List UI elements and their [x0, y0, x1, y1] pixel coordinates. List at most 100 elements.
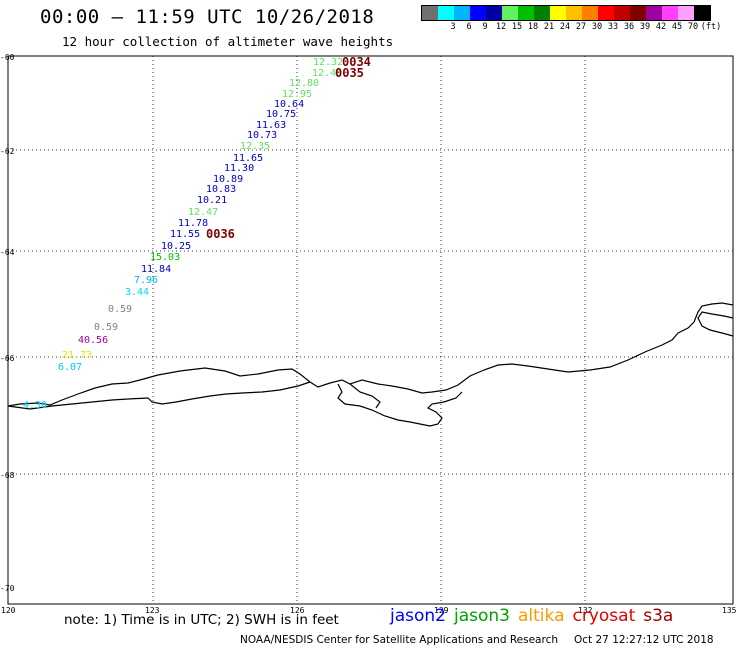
wave-height-value: 12.32: [313, 57, 343, 68]
wave-height-legend: 3 6 9 12 15 18 21 24 27 30 33 36 39 42 45 70 (ft): [421, 5, 721, 33]
wave-height-value: 10.83: [206, 184, 236, 195]
longitude-label: 126: [290, 606, 305, 615]
legend-tick-label: 30: [591, 22, 603, 32]
legend-swatch: [582, 6, 598, 20]
wave-height-value: 12.47: [188, 207, 218, 218]
satellite-name-jason2: jason2: [390, 606, 446, 626]
wave-height-value: 0.59: [108, 304, 132, 315]
latitude-label: -62: [0, 147, 15, 156]
wave-height-value: 10.73: [247, 130, 277, 141]
wave-height-value: 12.95: [282, 89, 312, 100]
legend-tick-label: 42: [655, 22, 667, 32]
legend-swatch: [678, 6, 694, 20]
legend-tick-label: 3: [450, 22, 456, 32]
credit-line: NOAA/NESDIS Center for Satellite Applica…: [240, 634, 714, 646]
satellite-name-cryosat: cryosat: [572, 606, 636, 626]
legend-tick-label: 36: [623, 22, 635, 32]
wave-height-value: 10.25: [161, 241, 191, 252]
longitude-label: 123: [145, 606, 160, 615]
longitude-label: 132: [578, 606, 593, 615]
legend-swatch: [502, 6, 518, 20]
legend-tick-label: 27: [575, 22, 587, 32]
pass-time-label: 0034: [342, 55, 371, 69]
wave-height-value: 11.78: [178, 218, 208, 229]
longitude-label: 120: [1, 606, 16, 615]
legend-swatch: [534, 6, 550, 20]
legend-swatch: [486, 6, 502, 20]
wave-height-value: 15.03: [150, 252, 180, 263]
wave-height-value: 12.35: [240, 141, 270, 152]
legend-tick-label: 18: [527, 22, 539, 32]
legend-swatch: [646, 6, 662, 20]
legend-tick-label: 9: [482, 22, 488, 32]
pass-time-label: 0035: [335, 66, 364, 80]
satellite-name-s3a: s3a: [643, 606, 674, 626]
antarctic-coastline: [7, 302, 734, 427]
wave-height-value: 10.64: [274, 99, 304, 110]
longitude-label: 135: [722, 606, 737, 615]
legend-swatch: [438, 6, 454, 20]
wave-height-value: 40.56: [78, 335, 108, 346]
wave-height-value: 6.07: [58, 362, 82, 373]
wave-height-value: 11.30: [224, 163, 254, 174]
legend-swatch: [694, 6, 710, 20]
wave-height-value: 11.55: [170, 229, 200, 240]
lat-lon-grid: [8, 56, 733, 604]
legend-tick-label: 33: [607, 22, 619, 32]
legend-swatch: [422, 6, 438, 20]
latitude-label: -64: [0, 248, 15, 257]
legend-swatch: [470, 6, 486, 20]
legend-tick-label: 24: [559, 22, 571, 32]
map-frame: [7, 55, 734, 605]
wave-height-labels: 12.3212.4612.8012.9510.6410.7511.6310.73…: [23, 57, 343, 411]
pass-time-label: 0036: [206, 227, 235, 241]
legend-tick-label: 21: [543, 22, 555, 32]
footnote: note: 1) Time is in UTC; 2) SWH is in fe…: [64, 612, 339, 628]
latitude-label: -70: [0, 584, 15, 593]
generated-timestamp: Oct 27 12:27:12 UTC 2018: [574, 634, 714, 646]
wave-height-value: 4.30: [23, 400, 47, 411]
legend-swatch: [518, 6, 534, 20]
legend-tick-labels: 3 6 9 12 15 18 21 24 27 30 33 36 39 42 45 70 (ft): [421, 21, 721, 33]
longitude-label: 129: [434, 606, 449, 615]
legend-swatch: [454, 6, 470, 20]
credit-text: NOAA/NESDIS Center for Satellite Applica…: [240, 634, 558, 646]
wave-height-value: 3.44: [125, 287, 149, 298]
legend-swatch: [662, 6, 678, 20]
legend-tick-label: 39: [639, 22, 651, 32]
legend-swatch: [566, 6, 582, 20]
wave-height-value: 11.84: [141, 264, 171, 275]
latitude-label: -60: [0, 53, 15, 62]
wave-height-value: 12.80: [289, 78, 319, 89]
axis-labels: -60 -62 -64 -66 -68 -70 120 123 126 129 132 135: [0, 53, 737, 615]
legend-swatch: [550, 6, 566, 20]
map-subtitle: 12 hour collection of altimeter wave hei…: [62, 34, 394, 49]
latitude-label: -66: [0, 354, 15, 363]
legend-tick-label: 6: [466, 22, 472, 32]
latitude-label: -68: [0, 471, 15, 480]
map-title: 00:00 – 11:59 UTC 10/26/2018: [40, 6, 375, 28]
wave-height-value: 11.65: [233, 153, 263, 164]
wave-height-value: 7.96: [134, 275, 158, 286]
legend-swatches: [421, 5, 711, 21]
legend-swatch: [630, 6, 646, 20]
wave-height-value: 10.21: [197, 195, 227, 206]
wave-height-value: 10.89: [213, 174, 243, 185]
legend-tick-label: 45: [671, 22, 683, 32]
wave-height-value: 0.59: [94, 322, 118, 333]
legend-tick-label: 12: [495, 22, 507, 32]
legend-swatch: [598, 6, 614, 20]
wave-height-value: 12.46: [312, 68, 342, 79]
satellite-name-jason3: jason3: [454, 606, 510, 626]
wave-height-value: 10.75: [266, 109, 296, 120]
legend-tick-label: 70: [687, 22, 699, 32]
satellite-legend: jason2 jason3 altika cryosat s3a: [390, 606, 673, 626]
legend-swatch: [614, 6, 630, 20]
legend-unit: (ft): [700, 22, 722, 32]
wave-height-value: 11.63: [256, 120, 286, 131]
legend-tick-label: 15: [511, 22, 523, 32]
satellite-name-altika: altika: [518, 606, 565, 626]
wave-height-value: 21.73: [62, 350, 92, 361]
